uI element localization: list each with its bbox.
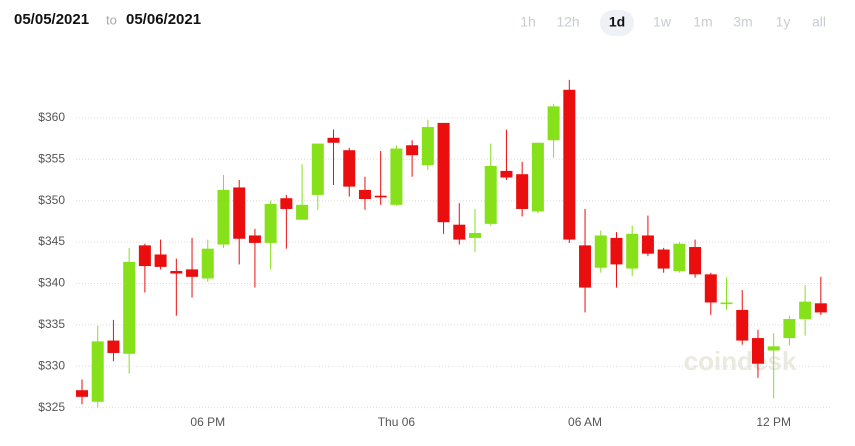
candle-body xyxy=(343,150,356,187)
candle-body xyxy=(547,106,560,141)
range-button[interactable]: 12h xyxy=(556,14,579,30)
range-button[interactable]: 3m xyxy=(733,14,752,30)
candle-body xyxy=(154,254,167,267)
candle-body xyxy=(421,127,434,166)
candle-body xyxy=(264,204,277,243)
candle-body xyxy=(91,341,104,402)
candle-body xyxy=(201,248,214,279)
candle-body xyxy=(751,338,764,364)
candle-body xyxy=(594,235,607,268)
candle-body xyxy=(233,187,246,239)
y-tick-label: $335 xyxy=(38,317,65,331)
candle-body xyxy=(248,235,261,243)
candle-body xyxy=(657,249,670,269)
y-tick-label: $325 xyxy=(38,400,65,414)
candle-body xyxy=(814,303,827,313)
candle-body xyxy=(783,319,796,339)
candle-body xyxy=(736,309,749,341)
candle-body xyxy=(186,269,199,277)
candle-body xyxy=(689,247,702,275)
candle-body xyxy=(437,122,450,223)
candle-body xyxy=(123,261,136,354)
candle-body xyxy=(610,237,623,265)
candle-body xyxy=(374,195,387,198)
candle-body xyxy=(406,145,419,156)
candle-body xyxy=(767,346,780,351)
range-button[interactable]: 1w xyxy=(653,14,672,30)
x-tick-label: 06 AM xyxy=(568,415,602,429)
candle-body xyxy=(516,174,529,209)
y-tick-label: $350 xyxy=(38,193,65,207)
date-to: 05/06/2021 xyxy=(126,11,201,28)
candle-body xyxy=(453,224,466,240)
date-from: 05/05/2021 xyxy=(14,11,89,28)
candle-body xyxy=(170,271,183,274)
candle-body xyxy=(217,189,230,245)
range-button[interactable]: 1d xyxy=(609,14,625,30)
candle-body xyxy=(641,235,654,254)
candle-body xyxy=(500,170,513,178)
candle-body xyxy=(107,340,120,353)
candle-body xyxy=(579,245,592,288)
candle-body xyxy=(358,189,371,200)
range-button[interactable]: all xyxy=(812,14,826,30)
button-selected-bg[interactable] xyxy=(600,10,634,36)
y-tick-label: $355 xyxy=(38,151,65,165)
candle-body xyxy=(469,232,481,238)
y-tick-label: $340 xyxy=(38,276,65,290)
candle-body xyxy=(327,137,340,143)
y-tick-label: $330 xyxy=(38,358,65,372)
x-tick-label: 06 PM xyxy=(190,415,225,429)
candle-body xyxy=(138,245,151,267)
candle-body xyxy=(296,204,309,220)
candle-body xyxy=(484,165,497,224)
candle-body xyxy=(563,89,576,240)
range-button[interactable]: 1y xyxy=(776,14,791,30)
x-tick-label: Thu 06 xyxy=(378,415,416,429)
range-button[interactable]: 1m xyxy=(693,14,712,30)
x-tick-label: 12 PM xyxy=(756,415,791,429)
candle-body xyxy=(531,142,544,212)
candle-body xyxy=(626,233,639,269)
candle-body xyxy=(311,143,324,195)
candle-body xyxy=(280,198,293,209)
candle-body xyxy=(799,301,812,320)
candle-body xyxy=(390,148,403,205)
y-tick-label: $360 xyxy=(38,110,65,124)
y-tick-label: $345 xyxy=(38,234,65,248)
watermark: coindesk xyxy=(684,346,797,376)
candle-body xyxy=(720,302,733,305)
candle-body xyxy=(76,390,88,397)
candle-body xyxy=(673,243,686,272)
candle-body xyxy=(704,274,717,303)
range-button[interactable]: 1h xyxy=(520,14,536,30)
date-sep: to xyxy=(106,12,117,27)
